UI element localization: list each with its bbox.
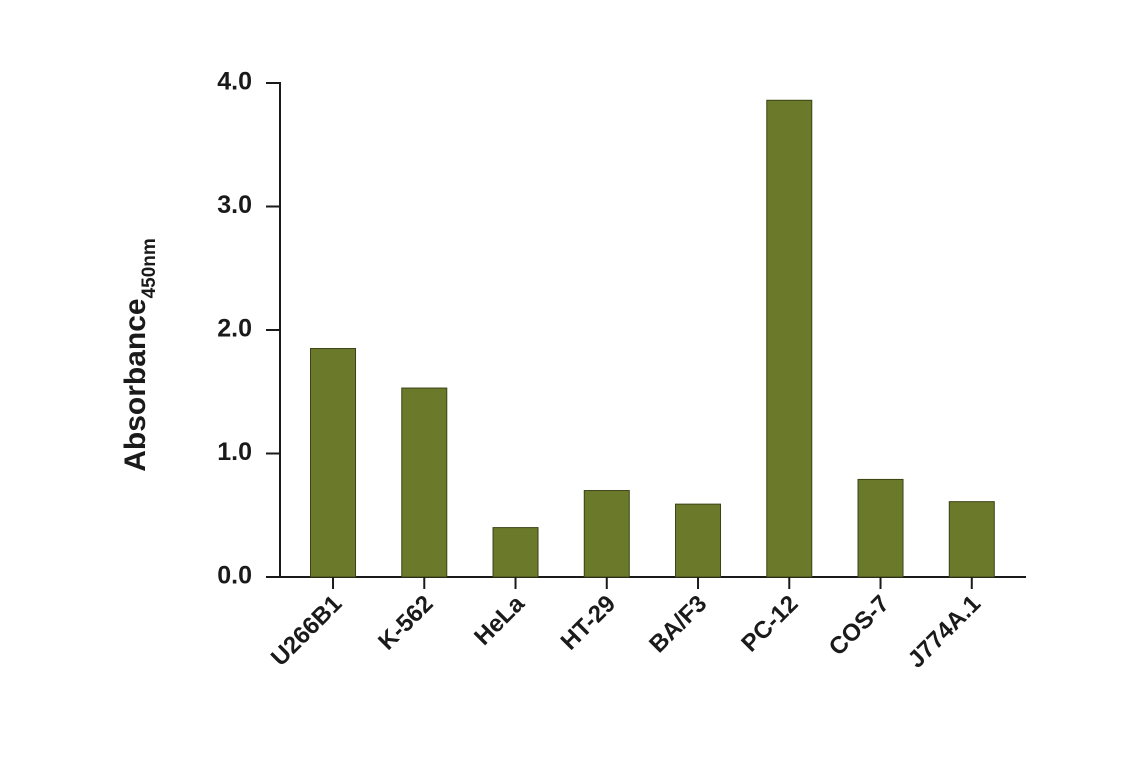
y-label-main: Absorbance [119, 298, 152, 471]
x-tick-label: K-562 [373, 590, 438, 655]
x-tick-label: HeLa [469, 590, 530, 651]
x-tick-label: J774A.1 [903, 590, 986, 673]
bar [310, 348, 357, 578]
bar [857, 478, 904, 578]
bar [492, 527, 539, 578]
y-tick-label: 1.0 [217, 438, 252, 466]
y-tick-label: 4.0 [217, 68, 252, 96]
x-tick-label: PC-12 [736, 590, 803, 657]
bar [401, 387, 448, 578]
x-tick-label: BA/F3 [644, 590, 712, 658]
y-tick-label: 3.0 [217, 191, 252, 219]
x-tick-label: COS-7 [824, 590, 895, 661]
bar [766, 99, 813, 578]
y-tick-label: 0.0 [217, 562, 252, 590]
y-axis-label: Absorbance450nm [119, 238, 160, 472]
y-tick-label: 2.0 [217, 315, 252, 343]
bar [948, 501, 995, 578]
x-tick-label: U266B1 [266, 590, 347, 671]
bar [675, 503, 722, 578]
y-label-subscript: 450nm [139, 238, 160, 298]
bar [583, 490, 630, 578]
x-tick-label: HT-29 [556, 590, 621, 655]
